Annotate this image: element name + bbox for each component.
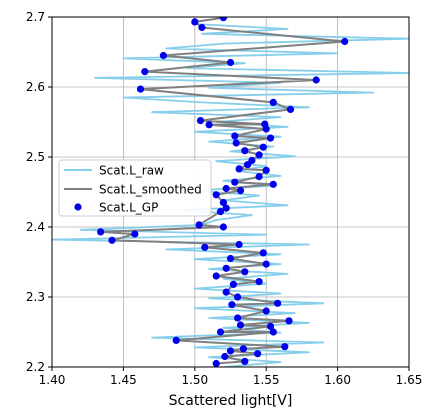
gp-point xyxy=(255,173,263,181)
gp-point xyxy=(274,299,282,307)
gp-point xyxy=(235,165,243,173)
gp-point xyxy=(219,17,227,22)
gp-point xyxy=(141,68,149,76)
gp-point xyxy=(222,184,230,193)
gp-point xyxy=(241,357,249,365)
gp-point xyxy=(219,198,227,207)
x-tick-label: 1.50 xyxy=(181,373,208,387)
gp-point xyxy=(212,359,220,367)
gp-point xyxy=(255,278,263,286)
gp-point xyxy=(266,322,275,330)
gp-point xyxy=(196,117,205,125)
gp-point xyxy=(222,288,230,296)
gp-point xyxy=(259,143,267,151)
gp-point xyxy=(216,208,225,216)
y-tick-label: 2.2 xyxy=(26,360,45,374)
y-tick-label: 2.3 xyxy=(26,290,45,304)
gp-point xyxy=(131,230,139,238)
gp-point xyxy=(222,204,230,212)
series-raw-line xyxy=(52,23,409,367)
y-tick-label: 2.6 xyxy=(26,80,45,94)
x-tick-label: 1.40 xyxy=(39,373,66,387)
y-tick-label: 2.5 xyxy=(26,150,45,164)
gp-point xyxy=(341,37,349,46)
gp-point xyxy=(219,223,227,231)
x-tick-label: 1.55 xyxy=(253,373,280,387)
gp-point xyxy=(136,85,145,93)
gp-point xyxy=(281,343,289,351)
gp-point xyxy=(236,321,245,329)
gp-point xyxy=(236,187,245,195)
y-tick-label: 2.4 xyxy=(26,220,45,234)
gp-point xyxy=(269,328,277,336)
gp-point xyxy=(226,254,235,263)
gp-point xyxy=(226,58,235,67)
gp-point xyxy=(241,268,249,276)
gp-point xyxy=(254,350,262,358)
gp-point xyxy=(269,180,277,188)
gp-point xyxy=(234,314,242,322)
gp-point xyxy=(172,336,180,344)
gp-point xyxy=(97,228,105,236)
x-axis-title: Scattered light[V] xyxy=(169,393,293,409)
gp-point xyxy=(262,307,270,315)
gp-point xyxy=(198,23,206,32)
gp-point xyxy=(195,221,203,229)
ticks xyxy=(48,16,410,371)
series-layer xyxy=(52,17,409,367)
gp-point xyxy=(222,264,230,272)
plot-frame xyxy=(51,16,410,368)
gp-point xyxy=(231,178,239,186)
gp-point xyxy=(269,98,277,106)
gp-point xyxy=(229,280,237,288)
gp-point xyxy=(228,301,236,309)
x-tick-label: 1.65 xyxy=(396,373,423,387)
gp-point xyxy=(239,345,247,353)
gp-point xyxy=(241,147,249,155)
series-smoothed-line xyxy=(99,17,346,365)
series-gp-points xyxy=(97,17,349,367)
x-tick-label: 1.45 xyxy=(110,373,137,387)
gp-point xyxy=(285,317,293,325)
gp-point xyxy=(244,161,252,169)
gp-point xyxy=(201,243,209,251)
y-tick-label: 2.7 xyxy=(26,10,45,24)
gp-point xyxy=(266,134,275,142)
gp-point xyxy=(255,151,263,159)
legend-label-gp: Scat.L_GP xyxy=(99,201,158,215)
gp-point xyxy=(221,352,229,361)
gp-point xyxy=(212,272,220,280)
legend-label-smoothed: Scat.L_smoothed xyxy=(99,183,202,197)
gp-point xyxy=(108,236,116,244)
gp-point xyxy=(226,347,235,355)
gp-point xyxy=(262,260,270,268)
gp-point xyxy=(231,132,239,140)
x-tick-label: 1.60 xyxy=(324,373,351,387)
legend-label-raw: Scat.L_raw xyxy=(99,164,164,178)
gp-point xyxy=(191,18,199,26)
legend-box xyxy=(58,159,212,217)
gp-point xyxy=(312,76,320,84)
gp-point xyxy=(262,166,270,174)
gp-point xyxy=(232,139,240,147)
gp-point xyxy=(216,328,225,336)
gp-point xyxy=(259,249,267,257)
gp-point xyxy=(235,240,243,249)
gp-point xyxy=(234,293,242,301)
legend-swatch-gp xyxy=(74,203,82,211)
gp-point xyxy=(262,125,270,133)
legend: Scat.L_raw Scat.L_smoothed Scat.L_GP xyxy=(58,159,212,217)
gp-point xyxy=(159,51,167,60)
gp-point xyxy=(286,105,295,113)
gp-point xyxy=(212,191,220,199)
gp-point xyxy=(205,121,213,129)
tick-labels: 1.40 1.45 1.50 1.55 1.60 1.65 2.2 2.3 2.4 2.5 2.6 2… xyxy=(26,10,422,387)
